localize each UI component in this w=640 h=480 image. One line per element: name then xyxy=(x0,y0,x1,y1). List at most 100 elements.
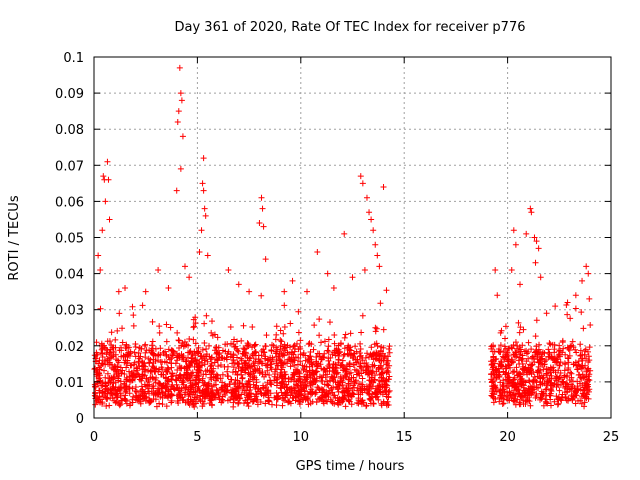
data-point xyxy=(251,374,258,381)
data-point xyxy=(569,338,576,345)
data-point xyxy=(221,355,228,362)
data-point xyxy=(289,277,296,284)
data-point xyxy=(279,364,286,371)
data-point xyxy=(130,322,137,329)
y-tick-label: 0.04 xyxy=(55,268,84,283)
data-point xyxy=(334,349,341,356)
data-point xyxy=(159,401,166,408)
data-point xyxy=(263,332,270,339)
data-point xyxy=(281,345,288,352)
data-point xyxy=(359,180,366,187)
data-point xyxy=(582,346,589,353)
data-point xyxy=(235,392,242,399)
data-point xyxy=(511,398,518,405)
data-point xyxy=(262,343,269,350)
data-point xyxy=(561,360,568,367)
data-point xyxy=(517,324,524,331)
data-point xyxy=(330,384,337,391)
data-point xyxy=(553,374,560,381)
data-point xyxy=(291,348,298,355)
data-point xyxy=(260,346,267,353)
data-point xyxy=(323,398,330,405)
data-point xyxy=(341,334,348,341)
data-point xyxy=(130,312,137,319)
data-point xyxy=(325,343,332,350)
data-point xyxy=(201,205,208,212)
data-point xyxy=(102,394,109,401)
data-point xyxy=(284,360,291,367)
data-point xyxy=(581,351,588,358)
data-point xyxy=(95,375,102,382)
data-point xyxy=(225,348,232,355)
data-point xyxy=(157,371,164,378)
data-point xyxy=(353,371,360,378)
data-point xyxy=(358,370,365,377)
data-point xyxy=(175,337,182,344)
data-point xyxy=(266,371,273,378)
data-point xyxy=(189,355,196,362)
data-point xyxy=(119,367,126,374)
data-point xyxy=(177,391,184,398)
data-point xyxy=(246,357,253,364)
data-point xyxy=(117,401,124,408)
data-point xyxy=(250,398,257,405)
data-point xyxy=(279,380,286,387)
data-point xyxy=(535,384,542,391)
data-point xyxy=(115,359,122,366)
data-point xyxy=(255,385,262,392)
data-point xyxy=(503,365,510,372)
data-point xyxy=(572,388,579,395)
data-point xyxy=(507,390,514,397)
data-point xyxy=(175,375,182,382)
data-point xyxy=(350,374,357,381)
data-point xyxy=(217,362,224,369)
data-point xyxy=(192,398,199,405)
data-point xyxy=(121,385,128,392)
data-point xyxy=(523,358,530,365)
data-point xyxy=(371,350,378,357)
data-point xyxy=(248,363,255,370)
data-point xyxy=(149,338,156,345)
data-point xyxy=(528,370,535,377)
data-point xyxy=(262,355,269,362)
y-tick-label: 0.02 xyxy=(55,340,84,355)
data-point xyxy=(195,344,202,351)
data-point xyxy=(199,377,206,384)
data-point xyxy=(312,389,319,396)
data-point xyxy=(106,349,113,356)
data-point xyxy=(341,230,348,237)
data-point xyxy=(309,388,316,395)
data-point xyxy=(351,366,358,373)
data-point xyxy=(383,368,390,375)
data-point xyxy=(521,348,528,355)
data-point xyxy=(232,390,239,397)
data-point xyxy=(581,399,588,406)
data-point xyxy=(165,285,172,292)
y-tick-label: 0.03 xyxy=(55,304,84,319)
data-point xyxy=(515,319,522,326)
data-point xyxy=(230,364,237,371)
data-point xyxy=(305,341,312,348)
data-point xyxy=(569,396,576,403)
data-point xyxy=(379,389,386,396)
data-point xyxy=(150,385,157,392)
data-point xyxy=(224,387,231,394)
data-point xyxy=(345,376,352,383)
data-point xyxy=(195,379,202,386)
data-point xyxy=(208,369,215,376)
data-point xyxy=(281,288,288,295)
data-point xyxy=(492,266,499,273)
data-point xyxy=(175,108,182,115)
data-point xyxy=(194,372,201,379)
data-point xyxy=(127,378,134,385)
data-point xyxy=(108,341,115,348)
data-point xyxy=(191,394,198,401)
data-point xyxy=(141,342,148,349)
data-point xyxy=(560,345,567,352)
data-point xyxy=(108,329,115,336)
data-point xyxy=(149,350,156,357)
data-point xyxy=(510,391,517,398)
data-point xyxy=(92,383,99,390)
data-point xyxy=(117,364,124,371)
